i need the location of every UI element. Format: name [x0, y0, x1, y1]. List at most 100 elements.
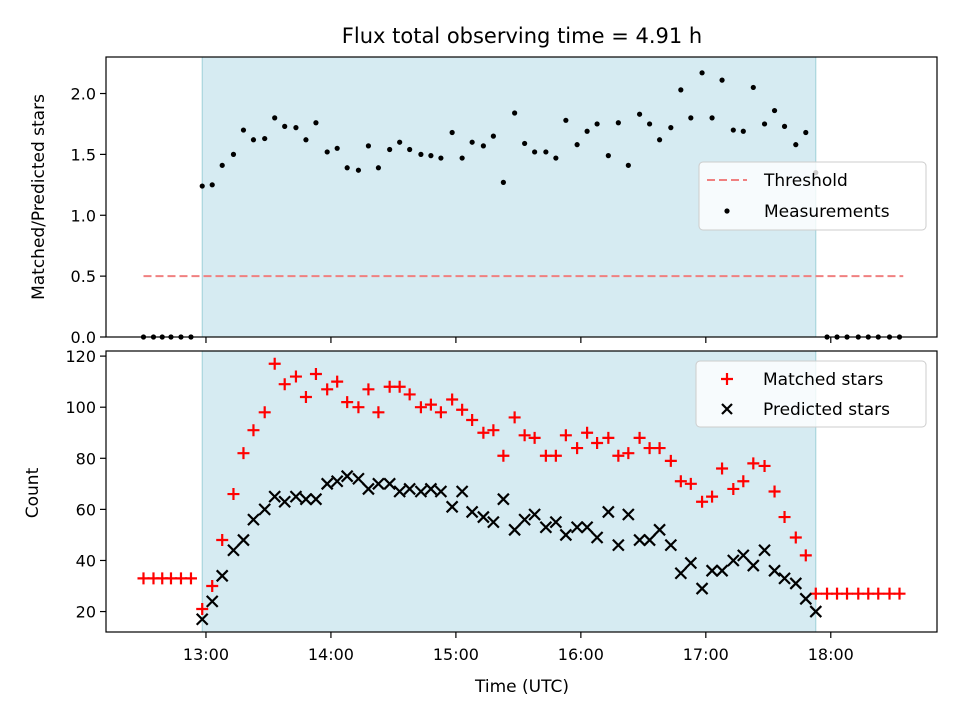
predicted-star-point: [727, 554, 740, 567]
matched-star-point: [289, 370, 302, 383]
top-ytick-label: 0.5: [71, 267, 96, 286]
matched-star-point: [497, 449, 510, 462]
predicted-star-point: [768, 564, 781, 577]
measurement-point: [459, 155, 465, 161]
measurement-point: [625, 162, 631, 168]
predicted-star-point: [622, 508, 635, 521]
predicted-star-point: [362, 482, 375, 496]
matched-star-point: [612, 449, 625, 462]
measurement-point: [293, 125, 299, 131]
bottom-xtick-label: 18:00: [808, 645, 854, 664]
predicted-star-point: [758, 543, 771, 557]
predicted-star-point: [809, 605, 823, 618]
predicted-star-point: [612, 538, 625, 552]
matched-star-point: [299, 390, 312, 403]
measurement-point: [365, 143, 372, 149]
measurement-point: [668, 125, 674, 131]
predicted-star-point: [633, 533, 646, 547]
matched-star-point: [237, 447, 250, 460]
measurement-point: [522, 140, 528, 147]
measurement-point: [646, 121, 653, 127]
matched-star-point: [362, 383, 375, 396]
predicted-star-point: [372, 477, 385, 491]
bottom-xtick-label: 14:00: [308, 645, 354, 664]
measurement-point: [209, 182, 215, 188]
measurement-point: [574, 142, 580, 148]
bottom-y-axis-label: Count: [23, 467, 43, 518]
predicted-star-point: [778, 572, 791, 585]
matched-star-point: [559, 429, 572, 442]
bottom-xtick-label: 17:00: [683, 645, 729, 664]
measurement-point: [282, 123, 288, 129]
measurement-point: [428, 153, 434, 159]
measurement-point: [344, 165, 350, 171]
predicted-star-point: [320, 477, 334, 491]
predicted-star-point: [340, 469, 354, 483]
predicted-star-point: [715, 564, 729, 577]
measurement-point: [334, 145, 340, 151]
matched-star-point: [571, 442, 584, 455]
legend-threshold-label: Threshold: [763, 171, 848, 191]
matched-star-point: [581, 426, 594, 439]
matched-star-point: [446, 393, 459, 406]
measurement-point: [449, 129, 455, 136]
measurement-point: [750, 84, 756, 91]
predicted-star-point: [549, 515, 563, 529]
matched-star-point: [184, 572, 197, 585]
predicted-star-point: [705, 564, 719, 577]
measurement-point: [397, 139, 403, 145]
top-y-axis-label: Matched/Predicted stars: [29, 94, 49, 300]
matched-star-point: [341, 396, 354, 409]
predicted-star-point: [508, 523, 521, 537]
measurement-point: [387, 146, 393, 153]
matched-star-point: [528, 431, 541, 444]
predicted-star-point: [497, 492, 510, 506]
measurement-point: [594, 121, 600, 127]
predicted-star-point: [278, 495, 291, 508]
predicted-star-point: [414, 485, 428, 498]
predicted-star-point: [299, 492, 313, 506]
predicted-star-point: [434, 485, 448, 498]
matched-star-point: [393, 380, 406, 393]
measurement-point: [418, 151, 424, 157]
bottom-plot-frame: [105, 350, 938, 633]
measurement-point: [480, 143, 486, 149]
matched-star-point: [778, 511, 791, 524]
predicted-star-point: [789, 577, 803, 590]
predicted-star-point: [258, 503, 271, 516]
matched-star-point: [309, 367, 322, 380]
predicted-star-point: [227, 543, 240, 557]
measurement-point: [615, 120, 621, 126]
matched-star-point: [674, 475, 687, 488]
predicted-star-point: [383, 477, 396, 491]
matched-star-point: [747, 457, 760, 470]
matched-star-point: [633, 431, 646, 444]
predicted-star-point: [684, 556, 698, 570]
measurement-point: [324, 149, 330, 155]
matched-star-point: [434, 406, 447, 419]
measurement-point: [730, 127, 736, 133]
predicted-star-point: [695, 582, 709, 595]
measurement-point: [793, 142, 799, 148]
measurement-point: [199, 183, 205, 189]
matched-star-point: [247, 424, 260, 437]
predicted-star-point: [205, 595, 219, 608]
predicted-star-point: [403, 482, 416, 496]
predicted-star-point: [289, 490, 303, 503]
bottom-ytick-label: 20: [76, 603, 96, 622]
top-ytick-label: 1.0: [71, 206, 96, 225]
matched-star-point: [893, 587, 906, 600]
matched-star-point: [206, 580, 219, 593]
measurement-point: [240, 127, 247, 133]
predicted-star-point: [580, 520, 594, 534]
matched-star-point: [372, 406, 385, 419]
bottom-xtick-label: 16:00: [558, 645, 604, 664]
predicted-star-point: [487, 515, 500, 529]
matched-star-point: [321, 383, 334, 396]
measurement-point: [771, 107, 778, 114]
predicted-star-point: [352, 472, 365, 486]
predicted-star-point: [465, 505, 479, 519]
predicted-star-point: [590, 531, 604, 544]
measurement-point: [532, 149, 538, 155]
